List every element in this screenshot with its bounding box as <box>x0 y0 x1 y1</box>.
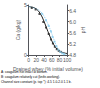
svg-text:0: 0 <box>27 57 30 63</box>
svg-text:40: 40 <box>41 57 47 63</box>
svg-text:5: 5 <box>24 2 27 8</box>
svg-text:6.4: 6.4 <box>69 8 76 14</box>
svg-text:0: 0 <box>23 52 27 58</box>
svg-text:B: coagulum relatively cut (kn: B: coagulum relatively cut (knife-workin… <box>1 75 60 79</box>
svg-text:Channel size constant (p. top: Channel size constant (p. top *): 4-5 1.… <box>1 80 72 84</box>
svg-text:100: 100 <box>63 57 72 63</box>
svg-text:80: 80 <box>57 57 63 63</box>
svg-text:Drained whey (% initial volume: Drained whey (% initial volume) <box>13 66 83 72</box>
svg-text:5.2: 5.2 <box>69 41 76 47</box>
svg-text:4.8: 4.8 <box>69 52 77 58</box>
svg-text:pH: pH <box>80 26 86 33</box>
svg-text:5.6: 5.6 <box>69 30 76 36</box>
svg-text:6.0: 6.0 <box>69 19 76 25</box>
svg-text:20: 20 <box>34 57 40 63</box>
svg-text:60: 60 <box>49 57 55 63</box>
svg-text:Ca (g/kg): Ca (g/kg) <box>15 19 21 40</box>
